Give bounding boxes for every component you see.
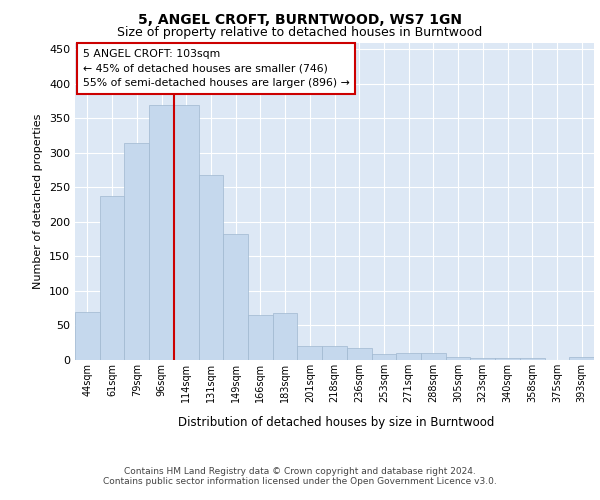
Bar (298, 346, 322, 360)
Bar (371, 354, 396, 360)
Y-axis label: Number of detached properties: Number of detached properties (34, 114, 43, 289)
Text: 5, ANGEL CROFT, BURNTWOOD, WS7 1GN: 5, ANGEL CROFT, BURNTWOOD, WS7 1GN (138, 12, 462, 26)
Bar (248, 315, 273, 360)
Text: Contains public sector information licensed under the Open Government Licence v3: Contains public sector information licen… (103, 477, 497, 486)
Bar (149, 104, 174, 360)
Bar (470, 358, 495, 360)
Bar (520, 358, 545, 360)
Bar (174, 104, 199, 360)
Bar (100, 196, 124, 360)
Text: Distribution of detached houses by size in Burntwood: Distribution of detached houses by size … (178, 416, 494, 429)
Bar (421, 353, 446, 360)
Bar (322, 346, 347, 360)
Bar (223, 234, 248, 360)
Bar (569, 357, 594, 360)
Text: Size of property relative to detached houses in Burntwood: Size of property relative to detached ho… (118, 26, 482, 39)
Bar (396, 353, 421, 360)
Bar (273, 313, 298, 360)
Text: Contains HM Land Registry data © Crown copyright and database right 2024.: Contains HM Land Registry data © Crown c… (124, 467, 476, 476)
Bar (347, 348, 371, 360)
Bar (495, 358, 520, 360)
Text: 5 ANGEL CROFT: 103sqm
← 45% of detached houses are smaller (746)
55% of semi-det: 5 ANGEL CROFT: 103sqm ← 45% of detached … (83, 49, 350, 88)
Bar (446, 357, 470, 360)
Bar (75, 312, 100, 360)
Bar (199, 175, 223, 360)
Bar (124, 142, 149, 360)
